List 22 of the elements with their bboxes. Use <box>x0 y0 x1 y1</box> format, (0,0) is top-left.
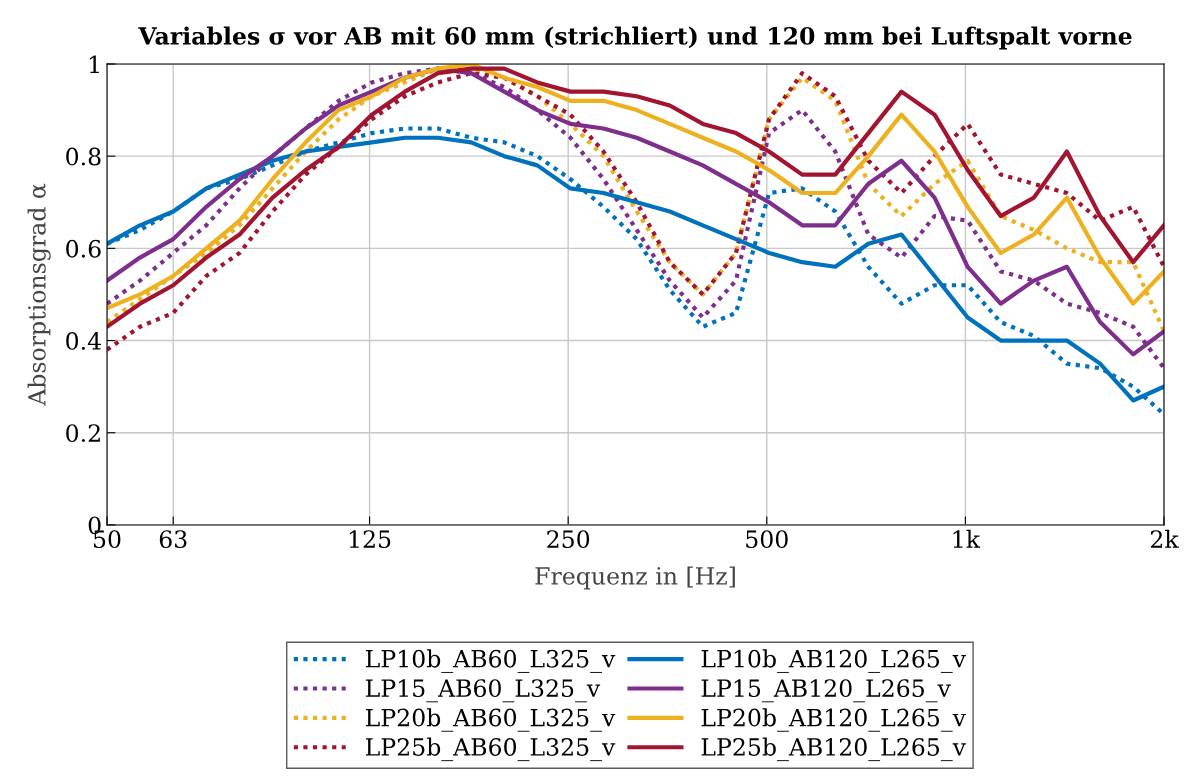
legend-label: LP15_AB60_L325_v <box>365 679 601 703</box>
legend-label: LP15_AB120_L265_v <box>701 679 951 703</box>
y-tick-label: 0.6 <box>66 239 101 258</box>
x-tick-label: 125 <box>349 530 391 549</box>
y-axis-title: Absorptionsgrad α <box>27 183 51 406</box>
x-tick-label: 500 <box>746 530 788 549</box>
y-tick-label: 0.4 <box>66 331 101 350</box>
legend-label: LP20b_AB120_L265_v <box>701 708 966 732</box>
x-tick-label: 250 <box>547 530 590 549</box>
x-tick-label: 63 <box>159 530 187 549</box>
y-tick-label: 0.2 <box>66 424 100 443</box>
legend-label: LP25b_AB60_L325_v <box>365 737 616 762</box>
y-tick-label: 0.8 <box>66 147 101 166</box>
legend-label: LP25b_AB120_L265_v <box>701 737 966 762</box>
legend-label: LP10b_AB60_L325_v <box>365 649 616 673</box>
y-tick-label: 1 <box>90 55 99 73</box>
x-tick-label: 1k <box>953 529 981 548</box>
x-axis-title: Frequenz in [Hz] <box>535 566 735 590</box>
x-tick-label: 2k <box>1150 529 1179 548</box>
chart-title: Variables σ vor AB mit 60 mm (strichliert) und 120 mm bei Luftspalt vorne <box>138 26 1132 50</box>
legend-label: LP10b_AB120_L265_v <box>701 649 966 673</box>
legend-label: LP20b_AB60_L325_v <box>365 708 616 732</box>
